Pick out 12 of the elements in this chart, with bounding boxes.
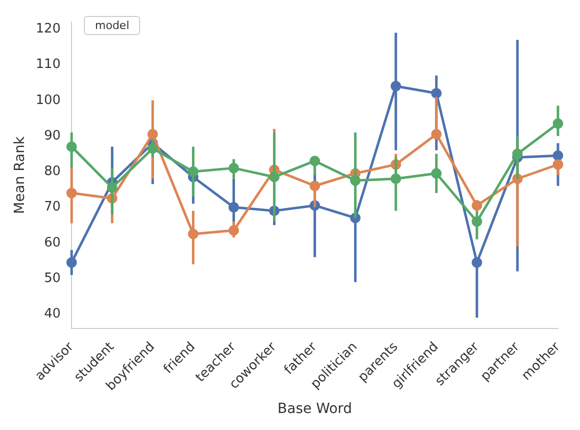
y-tick-label: 90 [44,128,61,144]
y-axis-title: Mean Rank [12,136,28,214]
y-tick-label: 60 [44,235,61,250]
y-tick-label: 70 [44,200,61,215]
x-axis-title: Base Word [278,401,352,418]
y-tick-label: 110 [36,57,61,72]
y-tick-label: 50 [44,270,61,286]
y-tick-label: 100 [36,92,61,108]
legend-title: model [84,16,140,35]
y-tick-label: 40 [44,306,61,322]
y-tick-label: 120 [36,22,61,36]
y-tick-label: 80 [44,164,61,180]
